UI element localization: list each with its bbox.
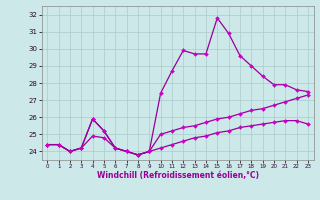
X-axis label: Windchill (Refroidissement éolien,°C): Windchill (Refroidissement éolien,°C)	[97, 171, 259, 180]
